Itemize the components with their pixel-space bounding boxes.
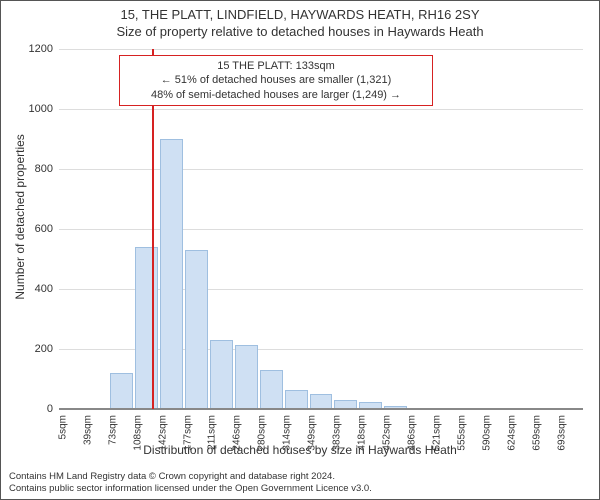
x-axis-line <box>59 408 583 409</box>
x-axis-label: Distribution of detached houses by size … <box>1 443 599 457</box>
x-tick-label: 73sqm <box>107 415 118 445</box>
footer-attribution: Contains HM Land Registry data © Crown c… <box>9 471 372 495</box>
histogram-bar <box>210 340 233 409</box>
annotation-line2: ← 51% of detached houses are smaller (1,… <box>126 73 426 87</box>
y-tick-label: 0 <box>47 403 53 415</box>
gridline <box>59 409 583 410</box>
histogram-bar <box>160 139 183 409</box>
y-tick-label: 600 <box>35 223 53 235</box>
histogram-bar <box>285 390 308 410</box>
chart-container: 15, THE PLATT, LINDFIELD, HAYWARDS HEATH… <box>0 0 600 500</box>
histogram-bar <box>110 373 133 409</box>
histogram-bar <box>235 345 258 410</box>
chart-title-line2: Size of property relative to detached ho… <box>1 24 599 39</box>
annotation-box: 15 THE PLATT: 133sqm ← 51% of detached h… <box>119 55 433 106</box>
x-tick-label: 39sqm <box>82 415 93 445</box>
y-axis-label: Number of detached properties <box>13 134 27 299</box>
annotation-line3: 48% of semi-detached houses are larger (… <box>126 88 426 102</box>
footer-line1: Contains HM Land Registry data © Crown c… <box>9 471 372 483</box>
histogram-bar <box>135 247 158 409</box>
y-tick-label: 400 <box>35 283 53 295</box>
histogram-bar <box>185 250 208 409</box>
x-tick-label: 5sqm <box>57 415 68 439</box>
y-tick-label: 200 <box>35 343 53 355</box>
chart-title-line1: 15, THE PLATT, LINDFIELD, HAYWARDS HEATH… <box>1 7 599 22</box>
footer-line2: Contains public sector information licen… <box>9 483 372 495</box>
y-tick-label: 1000 <box>29 103 53 115</box>
y-tick-label: 800 <box>35 163 53 175</box>
plot-area: 15 THE PLATT: 133sqm ← 51% of detached h… <box>59 49 583 409</box>
histogram-bar <box>260 370 283 409</box>
histogram-bar <box>310 394 333 409</box>
annotation-line1: 15 THE PLATT: 133sqm <box>126 59 426 73</box>
y-tick-label: 1200 <box>29 43 53 55</box>
